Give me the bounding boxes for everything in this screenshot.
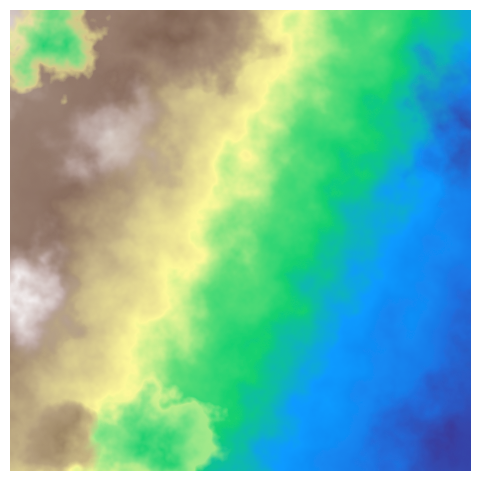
page [10, 10, 471, 471]
terrain [10, 10, 471, 471]
terrain-image [10, 10, 471, 471]
